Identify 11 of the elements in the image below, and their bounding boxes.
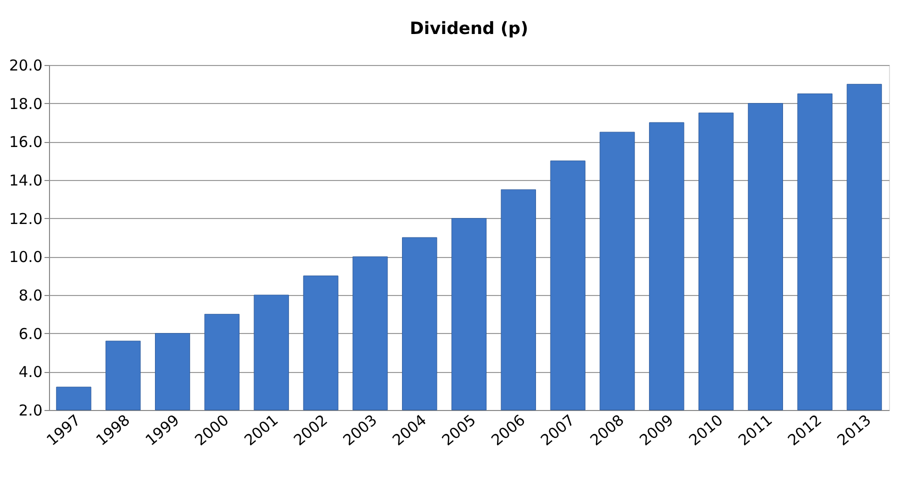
y-tick-label: 12.0 xyxy=(9,210,42,228)
y-tick-label: 20.0 xyxy=(9,56,42,74)
y-tick-label: 16.0 xyxy=(9,133,42,152)
y-tick-label: 10.0 xyxy=(9,248,42,266)
y-tick-label: 4.0 xyxy=(18,363,42,382)
y-tick-label: 18.0 xyxy=(9,94,42,113)
chart-title: Dividend (p) xyxy=(410,19,528,39)
y-tick-label: 6.0 xyxy=(18,324,42,343)
y-tick-label: 2.0 xyxy=(18,402,42,420)
y-tick-label: 8.0 xyxy=(18,286,42,304)
y-tick-label: 14.0 xyxy=(9,172,42,190)
